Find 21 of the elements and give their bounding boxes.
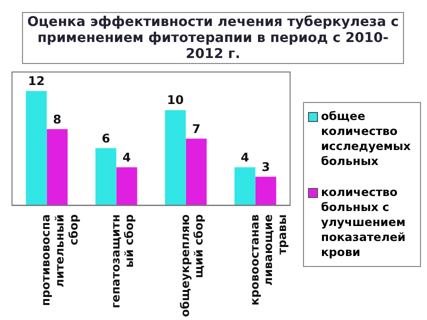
bar <box>164 110 186 206</box>
x-tick-label: противовоспалительный сбор <box>38 214 80 306</box>
bar <box>255 176 276 206</box>
legend-label: общее количество исследуемых больных <box>321 109 412 169</box>
data-label: 6 <box>102 131 110 146</box>
bar <box>186 138 207 206</box>
bar <box>234 167 256 206</box>
data-label: 10 <box>167 93 184 108</box>
bar <box>116 167 138 206</box>
chart-title: Оценка эффективности лечения туберкулеза с применением фитотерапии в период с 2010-2012 г. <box>22 12 404 64</box>
data-label: 3 <box>262 160 270 174</box>
data-label: 4 <box>122 150 131 164</box>
data-label: 4 <box>240 150 250 164</box>
data-label: 8 <box>53 112 62 126</box>
data-label: 7 <box>192 122 200 136</box>
bar <box>26 91 47 206</box>
bar <box>46 129 68 206</box>
x-tick-label: кровоостанавливающие травы <box>247 214 289 306</box>
bar <box>95 148 116 206</box>
data-label: 12 <box>28 74 45 88</box>
legend-label: количество больных с улучшением показателей крови <box>321 185 407 260</box>
